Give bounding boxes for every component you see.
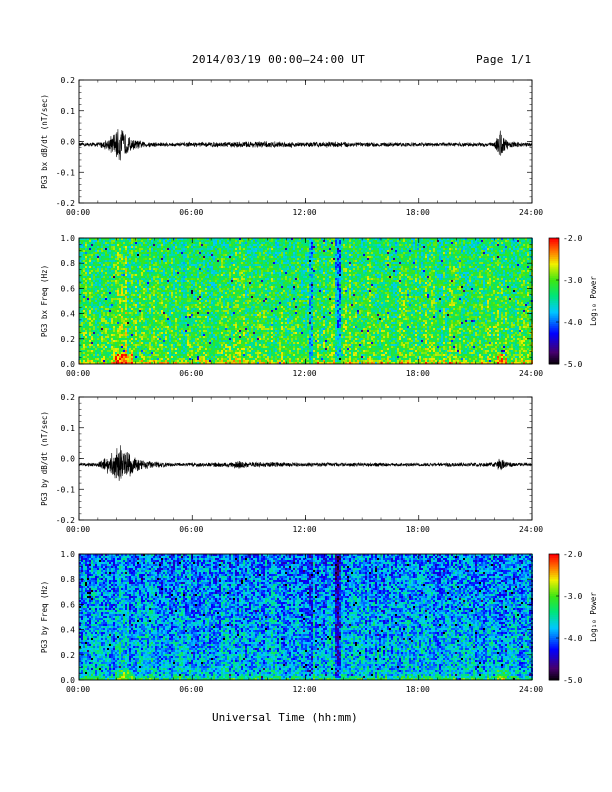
- x-tick-label-3-2: 12:00: [293, 685, 317, 694]
- colorbar-label-1: Log₁₀ Power: [589, 276, 598, 326]
- colorbar-tick-1-2: -4.0: [563, 318, 582, 327]
- series-line-2: [79, 445, 532, 481]
- colorbar-tick-3-0: -2.0: [563, 550, 582, 559]
- y-axis-label-0: PG3 bx dB/dt (nT/sec): [40, 94, 49, 189]
- x-tick-label-2-2: 12:00: [293, 525, 317, 534]
- y-tick-label-3-2: 0.6: [61, 600, 76, 609]
- y-tick-label-2-3: -0.1: [56, 485, 75, 494]
- y-tick-label-1-1: 0.8: [61, 259, 76, 268]
- x-tick-label-0-4: 24:00: [519, 208, 543, 217]
- y-tick-label-3-4: 0.2: [61, 651, 76, 660]
- heatmap-cells-3: [79, 554, 533, 680]
- panel-frame-0: [79, 80, 532, 203]
- x-tick-label-1-4: 24:00: [519, 369, 543, 378]
- y-axis-label-3: PG3 by Freq (Hz): [40, 581, 49, 653]
- x-tick-label-1-0: 00:00: [66, 369, 90, 378]
- x-tick-label-3-0: 00:00: [66, 685, 90, 694]
- y-tick-label-3-3: 0.4: [61, 626, 76, 635]
- x-tick-label-0-2: 12:00: [293, 208, 317, 217]
- y-tick-label-1-3: 0.4: [61, 310, 76, 319]
- y-tick-label-1-5: 0.0: [61, 360, 76, 369]
- y-tick-label-0-2: 0.0: [61, 138, 76, 147]
- x-tick-label-1-1: 06:00: [179, 369, 203, 378]
- colorbar-tick-1-0: -2.0: [563, 234, 582, 243]
- colorbar-3: [549, 554, 559, 681]
- y-tick-label-2-2: 0.0: [61, 455, 76, 464]
- y-tick-label-2-0: 0.2: [61, 393, 76, 402]
- x-tick-label-0-3: 18:00: [406, 208, 430, 217]
- colorbar-tick-1-3: -5.0: [563, 360, 582, 369]
- x-tick-label-3-1: 06:00: [179, 685, 203, 694]
- y-axis-label-1: PG3 bx Freq (Hz): [40, 265, 49, 337]
- colorbar-tick-3-1: -3.0: [563, 592, 582, 601]
- x-tick-label-1-3: 18:00: [406, 369, 430, 378]
- y-tick-label-1-4: 0.2: [61, 335, 76, 344]
- series-line-0: [79, 129, 532, 160]
- y-axis-label-2: PG3 by dB/dt (nT/sec): [40, 411, 49, 506]
- y-tick-label-3-0: 1.0: [61, 550, 76, 559]
- y-tick-label-0-1: 0.1: [61, 107, 76, 116]
- y-tick-label-1-2: 0.6: [61, 284, 76, 293]
- panel-frame-2: [79, 397, 532, 520]
- x-tick-label-2-1: 06:00: [179, 525, 203, 534]
- x-tick-label-2-3: 18:00: [406, 525, 430, 534]
- y-tick-label-0-0: 0.2: [61, 76, 76, 85]
- x-tick-label-3-3: 18:00: [406, 685, 430, 694]
- colorbar-tick-3-3: -5.0: [563, 676, 582, 685]
- x-tick-label-2-4: 24:00: [519, 525, 543, 534]
- y-tick-label-2-4: -0.2: [56, 516, 75, 525]
- x-tick-label-3-4: 24:00: [519, 685, 543, 694]
- y-tick-label-0-4: -0.2: [56, 199, 75, 208]
- y-tick-label-3-1: 0.8: [61, 575, 76, 584]
- x-tick-label-0-1: 06:00: [179, 208, 203, 217]
- x-axis-label: Universal Time (hh:mm): [212, 711, 358, 724]
- y-tick-label-2-1: 0.1: [61, 424, 76, 433]
- y-tick-label-0-3: -0.1: [56, 168, 75, 177]
- colorbar-tick-3-2: -4.0: [563, 634, 582, 643]
- heatmap-cells-1: [79, 238, 533, 364]
- y-tick-label-1-0: 1.0: [61, 234, 76, 243]
- colorbar-1: [549, 238, 559, 365]
- x-tick-label-0-0: 00:00: [66, 208, 90, 217]
- colorbar-label-3: Log₁₀ Power: [589, 592, 598, 642]
- x-tick-label-2-0: 00:00: [66, 525, 90, 534]
- x-tick-label-1-2: 12:00: [293, 369, 317, 378]
- y-tick-label-3-5: 0.0: [61, 676, 76, 685]
- colorbar-tick-1-1: -3.0: [563, 276, 582, 285]
